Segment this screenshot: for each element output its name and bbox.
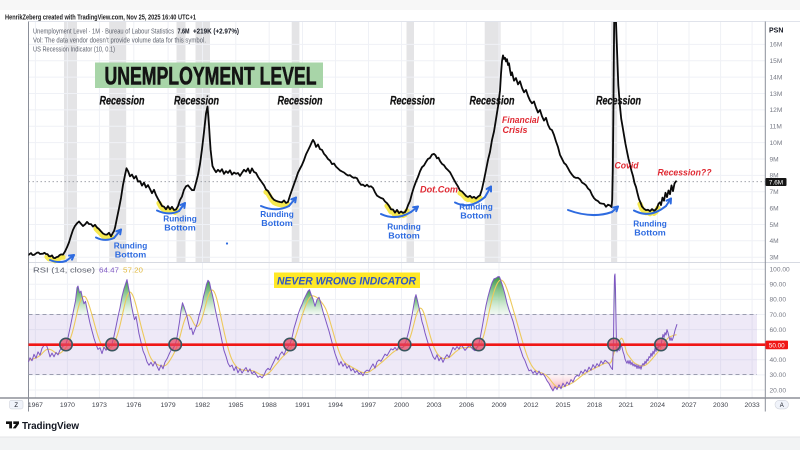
svg-text:A: A [780,403,784,409]
svg-text:8M: 8M [770,173,779,180]
svg-text:15M: 15M [770,58,783,65]
svg-text:Bottom: Bottom [634,228,666,238]
svg-text:UNEMPLOYMENT LEVEL: UNEMPLOYMENT LEVEL [105,63,317,91]
svg-text:Unemployment Level · 1M · Bure: Unemployment Level · 1M · Bureau of Labo… [33,29,174,36]
svg-text:9M: 9M [770,156,779,163]
svg-text:HenrikZeberg created with Trad: HenrikZeberg created with TradingView.co… [5,13,196,22]
svg-text:2021: 2021 [618,402,633,409]
svg-text:64.47: 64.47 [99,268,119,275]
svg-text:80.00: 80.00 [770,297,787,304]
svg-text:Crisis: Crisis [503,125,528,136]
svg-text:1991: 1991 [295,402,310,409]
svg-text:1988: 1988 [262,402,277,409]
svg-text:TradingView: TradingView [22,421,80,432]
svg-text:PSN: PSN [769,28,783,35]
svg-text:2030: 2030 [713,402,728,409]
svg-text:1976: 1976 [126,402,141,409]
svg-text:2024: 2024 [650,402,665,409]
svg-text:70.00: 70.00 [770,312,787,319]
svg-text:2003: 2003 [426,402,441,409]
svg-text:Recession: Recession [390,96,435,108]
svg-text:2027: 2027 [681,402,696,409]
svg-text:Recession: Recession [174,96,219,108]
svg-text:Bottom: Bottom [460,211,492,221]
svg-text:2009: 2009 [491,402,506,409]
svg-text:Recession: Recession [100,96,145,108]
svg-text:11M: 11M [770,124,782,131]
svg-text:1982: 1982 [195,402,210,409]
svg-text:7.6M: 7.6M [178,29,190,36]
svg-text:1970: 1970 [60,402,75,409]
svg-text:50.00: 50.00 [769,342,785,349]
svg-text:20.00: 20.00 [770,387,787,394]
svg-text:+219K (+2.97%): +219K (+2.97%) [193,29,239,36]
svg-text:NEVER WRONG INDICATOR: NEVER WRONG INDICATOR [277,276,416,288]
svg-text:Financial: Financial [502,115,539,126]
svg-text:Runding: Runding [114,241,148,251]
svg-text:6M: 6M [770,205,779,212]
svg-text:30.00: 30.00 [770,372,787,379]
svg-text:57.20: 57.20 [123,268,143,275]
svg-text:Bottom: Bottom [164,223,196,233]
svg-text:Z: Z [14,403,18,409]
svg-text:4M: 4M [770,238,779,245]
svg-text:1973: 1973 [92,402,107,409]
svg-text:Recession??: Recession?? [658,167,712,178]
svg-text:12M: 12M [770,107,783,114]
svg-text:1985: 1985 [228,402,243,409]
svg-text:1997: 1997 [361,402,376,409]
svg-text:Dot.Com: Dot.Com [420,185,459,196]
svg-text:2018: 2018 [587,402,602,409]
svg-text:Recession: Recession [596,96,641,108]
svg-text:40.00: 40.00 [770,357,787,364]
svg-text:Vol: The data vendor doesn’t p: Vol: The data vendor doesn’t provide vol… [33,38,206,45]
svg-text:5M: 5M [770,222,779,229]
svg-text:60.00: 60.00 [770,327,787,334]
svg-text:2000: 2000 [394,402,409,409]
svg-text:2006: 2006 [459,402,474,409]
svg-text:90.00: 90.00 [770,282,787,289]
svg-text:16M: 16M [770,42,783,49]
svg-text:2033: 2033 [745,402,760,409]
svg-text:100.00: 100.00 [770,267,791,274]
svg-text:Runding: Runding [387,222,421,232]
svg-text:Bottom: Bottom [261,218,293,228]
svg-text:2015: 2015 [555,402,570,409]
svg-text:Covid: Covid [615,161,639,172]
svg-text:1979: 1979 [161,402,176,409]
svg-text:Recession: Recession [278,96,323,108]
svg-text:Runding: Runding [163,214,197,224]
svg-text:13M: 13M [770,91,783,98]
svg-text:Bottom: Bottom [115,250,147,260]
svg-text:Runding: Runding [633,219,667,229]
svg-text:14M: 14M [770,74,783,81]
svg-text:Bottom: Bottom [388,231,420,241]
svg-text:Runding: Runding [260,209,294,219]
svg-text:10M: 10M [770,140,783,147]
svg-text:Recession: Recession [470,96,515,108]
svg-text:7.6M: 7.6M [769,179,783,186]
svg-text:1967: 1967 [28,402,43,409]
svg-text:7M: 7M [770,189,779,196]
svg-text:RSI (14, close): RSI (14, close) [33,268,95,275]
svg-text:US Recession Indicator (10, 0.: US Recession Indicator (10, 0.1) [33,47,115,54]
svg-text:Runding: Runding [459,202,493,212]
svg-text:2012: 2012 [523,402,538,409]
svg-text:1994: 1994 [328,402,343,409]
svg-text:3M: 3M [770,255,779,262]
